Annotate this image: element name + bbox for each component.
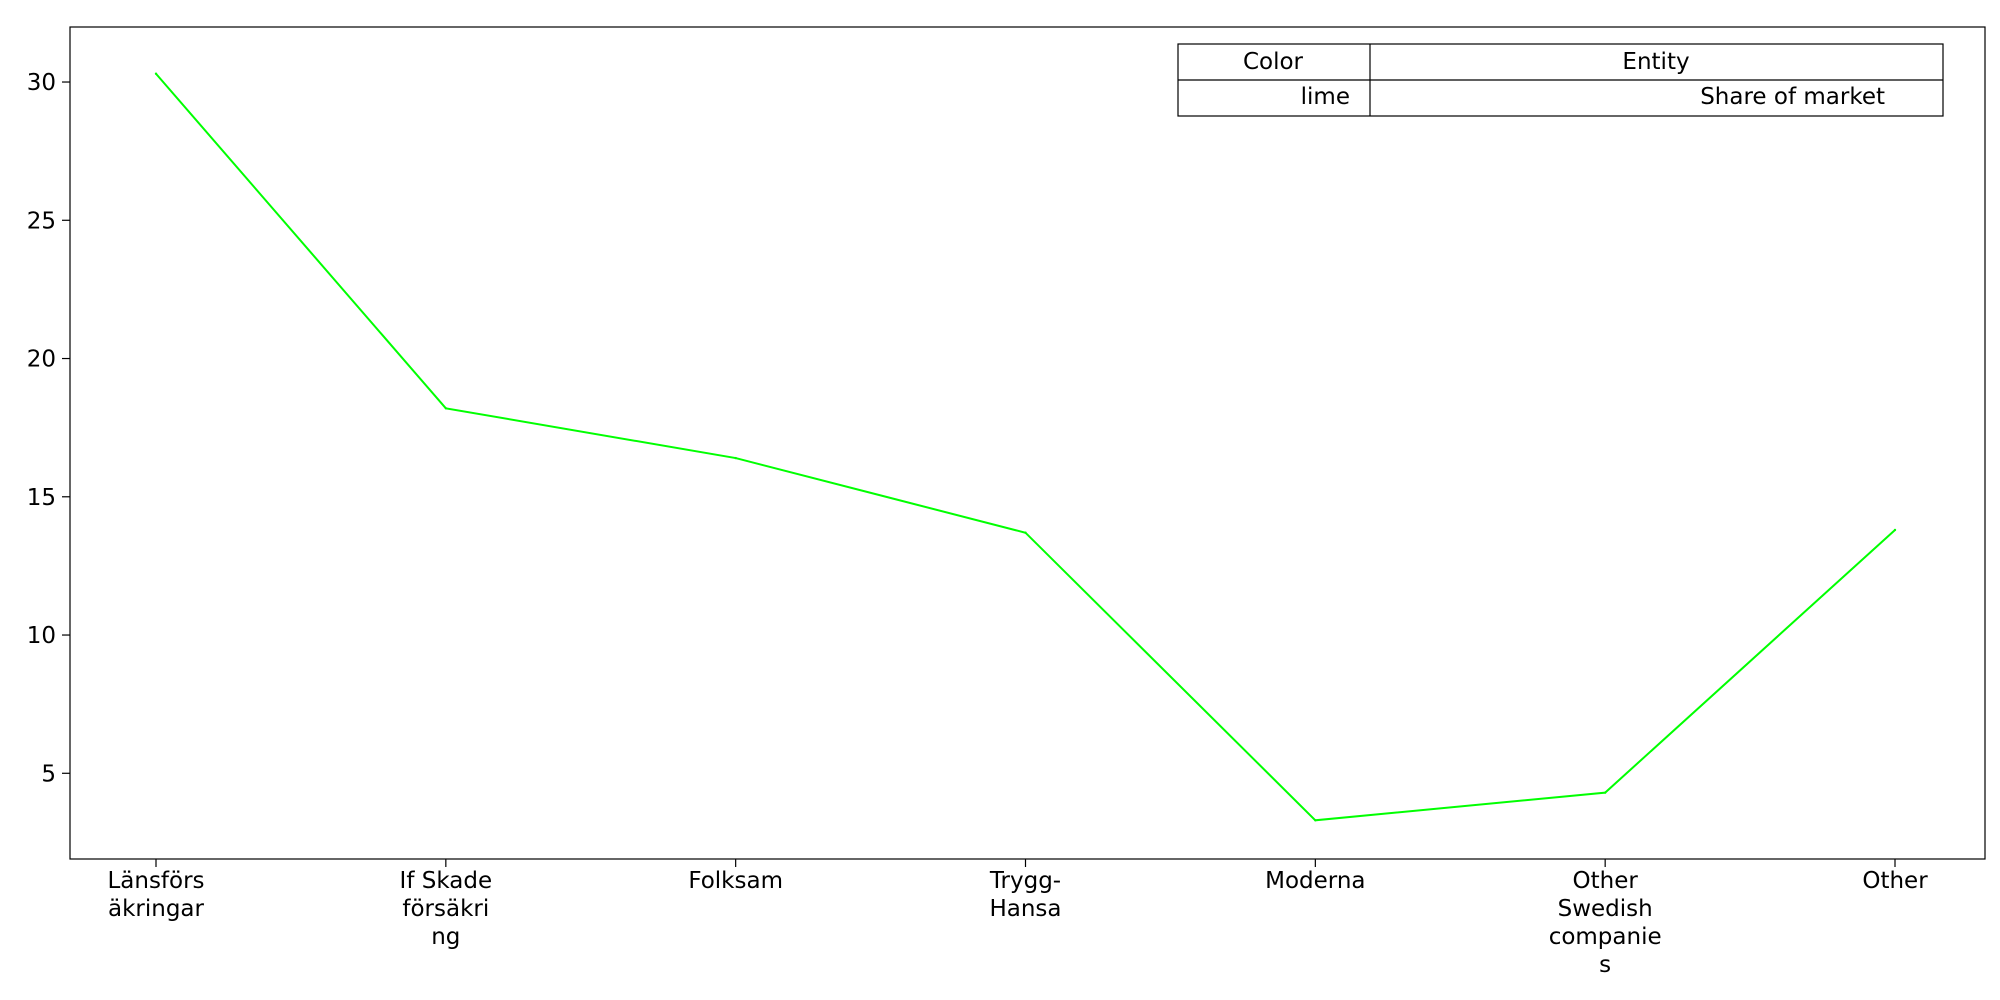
y-tick-label: 30	[27, 70, 56, 96]
data-point	[1893, 528, 1897, 532]
data-point	[1603, 791, 1607, 794]
x-tick-label-line: Swedish	[1558, 896, 1653, 922]
x-tick-label: Other	[1862, 868, 1928, 894]
x-tick-label-line: ng	[431, 924, 460, 950]
data-point	[734, 456, 737, 460]
plot-area	[69, 26, 1986, 860]
x-tick-label: Other Swedish companie s	[1549, 868, 1662, 978]
x-tick-label-line: Moderna	[1265, 868, 1365, 894]
x-tick-label-line: Folksam	[688, 868, 783, 894]
legend-row-color: lime	[1301, 84, 1350, 110]
x-tick-label: Moderna	[1265, 868, 1365, 894]
y-tick-label: 20	[27, 347, 56, 373]
data-point	[1024, 531, 1027, 534]
legend-header-color: Color	[1243, 49, 1304, 75]
legend-row-entity: Share of market	[1700, 84, 1885, 110]
y-tick-label: 5	[41, 761, 56, 787]
data-point	[1314, 819, 1317, 822]
x-tick-label-line: äkringar	[108, 896, 205, 922]
x-tick-label: If Skade försäkri ng	[400, 868, 493, 950]
x-tick-label: Länsförs äkringar	[107, 868, 204, 922]
x-tick-label: Trygg-Hansa	[989, 868, 1062, 922]
legend-header-entity: Entity	[1622, 49, 1689, 75]
x-tick-label-line: Other	[1862, 868, 1928, 894]
y-tick-label: 10	[27, 623, 56, 649]
legend-table: Color Entity lime Share of market	[1177, 43, 1944, 117]
x-tick-label-line: Hansa	[989, 896, 1061, 922]
series-layer	[154, 72, 1897, 822]
x-tick-label-line: If Skade	[400, 868, 493, 894]
x-tick-label-line: Länsförs	[107, 868, 204, 894]
y-tick-label: 25	[27, 208, 56, 234]
x-tick-label-line: försäkri	[402, 896, 489, 922]
x-tick-label-line: Trygg-	[989, 868, 1061, 894]
data-point	[444, 407, 448, 410]
data-point	[154, 72, 158, 75]
y-tick-label: 15	[27, 485, 56, 511]
x-tick-label-line: s	[1599, 952, 1611, 978]
x-axis: Länsförs äkringar If Skade försäkri ng Folksa…	[107, 859, 1928, 978]
x-tick-label-line: Other	[1573, 868, 1639, 894]
x-tick-label-line: companie	[1549, 924, 1662, 950]
y-axis: 5 10 15 20 25 30	[27, 70, 70, 787]
x-tick-label: Folksam	[688, 868, 783, 894]
